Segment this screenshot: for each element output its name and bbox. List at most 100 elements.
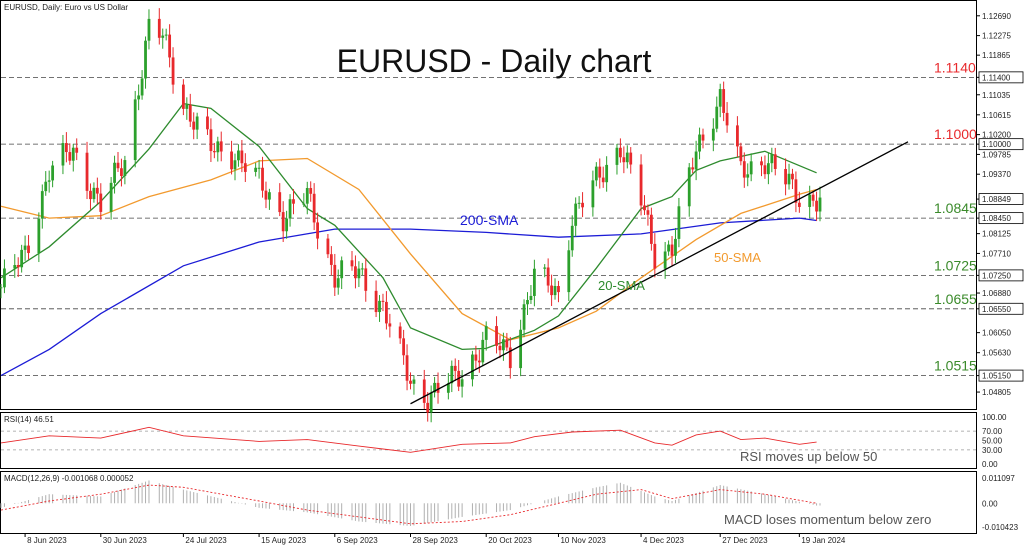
price-tick-label: 1.06050: [982, 329, 1011, 338]
candle-body: [815, 200, 818, 212]
candle-body: [546, 267, 550, 286]
rsi-tick-label: 0.00: [982, 460, 998, 469]
candle-body: [116, 162, 120, 169]
trendline: [410, 141, 909, 405]
candle-body: [309, 188, 313, 194]
date-axis: 8 Jun 2023 30 Jun 2023 24 Jul 2023 15 Aug 2…: [24, 533, 846, 545]
candle-body: [206, 116, 209, 130]
macd-tick-label: 0.00: [982, 499, 998, 508]
candle-body: [233, 160, 237, 170]
candle-body: [405, 355, 409, 381]
price-tick-label: 1.10200: [982, 131, 1011, 140]
candle-body: [670, 244, 674, 256]
candle-body: [508, 347, 512, 369]
price-tick-label: 1.04805: [982, 388, 1011, 397]
candle-body: [553, 286, 557, 296]
candle-body: [619, 147, 622, 158]
candle-body: [350, 260, 354, 267]
candle-body: [237, 150, 240, 161]
candle-body: [381, 300, 385, 302]
price-tick-label: 1.08849: [982, 195, 1011, 204]
level-label: 1.0515: [934, 358, 977, 374]
candle-body: [61, 143, 65, 166]
candle-body: [811, 194, 815, 201]
candle-body: [278, 192, 282, 213]
candle-body: [219, 141, 223, 152]
candle-body: [340, 260, 344, 279]
candle-body: [68, 152, 72, 161]
candle-body: [254, 167, 258, 172]
candle-body: [92, 187, 96, 200]
level-label: 1.0725: [934, 257, 977, 273]
date-tick-label: 10 Nov 2023: [560, 536, 606, 545]
candle-body: [171, 57, 175, 85]
candle-body: [305, 188, 309, 204]
candle-body: [47, 180, 51, 182]
rsi-tick-label: 70.00: [982, 427, 1003, 436]
candle-body: [460, 379, 464, 387]
candle-body: [288, 199, 292, 219]
candle-body: [725, 112, 729, 126]
candle-body: [433, 382, 436, 393]
candle-body: [557, 286, 560, 293]
candle-body: [37, 218, 41, 254]
candle-body: [429, 392, 433, 413]
candle-body: [526, 299, 529, 305]
candle-body: [326, 238, 330, 255]
candle-body: [44, 181, 48, 192]
candle-body: [261, 167, 264, 191]
candle-body: [615, 147, 619, 165]
candle-body: [360, 268, 364, 270]
candle-body: [529, 295, 533, 300]
candle-body: [787, 173, 791, 185]
price-tick-box: [978, 138, 1024, 151]
candle-body: [698, 134, 701, 152]
candle-body: [715, 106, 719, 129]
candle-body: [674, 238, 677, 256]
candle-body: [567, 250, 571, 293]
price-tick-label: 1.08125: [982, 230, 1011, 239]
candle-body: [243, 163, 247, 172]
candle-body: [639, 164, 643, 206]
level-label: 1.0655: [934, 291, 977, 307]
candle-body: [412, 379, 416, 384]
candle-body: [164, 34, 168, 36]
candle-body: [577, 202, 581, 204]
candle-body: [543, 267, 547, 269]
rsi-tick-label: 100.00: [982, 413, 1007, 422]
price-tick-label: 1.05150: [982, 372, 1011, 381]
candle-body: [336, 278, 340, 288]
price-tick-box: [978, 193, 1024, 205]
level-label: 1.1000: [934, 126, 977, 142]
price-tick-label: 1.11035: [982, 91, 1011, 100]
candle-body: [808, 194, 812, 207]
candle-body: [133, 99, 137, 161]
candle-body: [653, 243, 657, 269]
candle-body: [364, 268, 368, 291]
sma200-line: [0, 217, 817, 377]
candle-body: [64, 143, 68, 153]
macd-tick-label: -0.010423: [982, 523, 1019, 532]
candle-body: [99, 193, 103, 212]
candle-body: [333, 264, 337, 288]
price-tick-label: 1.10615: [982, 111, 1011, 120]
candle-body: [75, 147, 79, 153]
candle-body: [694, 151, 698, 170]
candle-body: [3, 268, 6, 288]
candle-body: [502, 339, 505, 351]
price-tick-label: 1.10000: [982, 140, 1011, 149]
candle-body: [27, 245, 30, 254]
candle-body: [570, 225, 574, 251]
candle-body: [450, 365, 454, 384]
rsi-annotation: RSI moves up below 50: [740, 449, 877, 464]
price-tick-label: 1.12275: [982, 32, 1011, 41]
date-tick-label: 30 Jun 2023: [103, 536, 148, 545]
candle-body: [144, 40, 147, 79]
candle-body: [157, 18, 161, 38]
date-tick-label: 24 Jul 2023: [185, 536, 227, 545]
rsi-header: RSI(14) 46.51: [4, 415, 54, 424]
trendline-group: [410, 141, 909, 405]
candle-body: [0, 287, 3, 289]
candle-body: [522, 304, 526, 330]
